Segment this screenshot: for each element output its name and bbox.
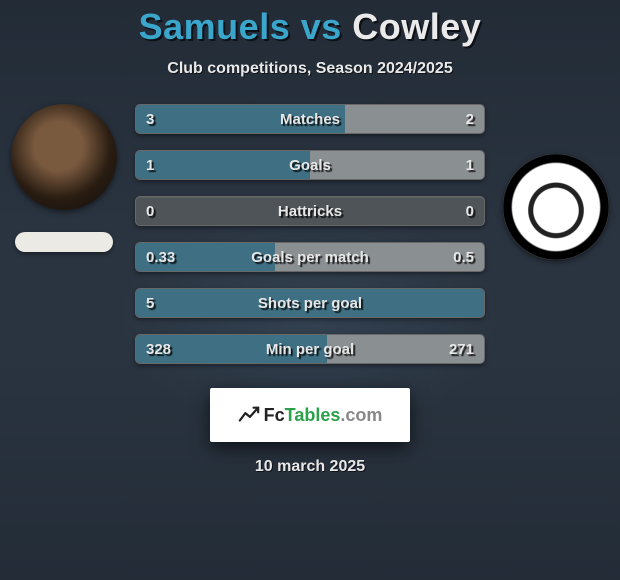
card: Samuels vs Cowley Club competitions, Sea… bbox=[0, 0, 620, 580]
stat-row: 32Matches bbox=[135, 104, 485, 134]
stat-row: 11Goals bbox=[135, 150, 485, 180]
stat-row: 0.330.5Goals per match bbox=[135, 242, 485, 272]
stat-label: Hattricks bbox=[136, 197, 484, 225]
brand-box: FcTables.com bbox=[210, 388, 410, 442]
subtitle: Club competitions, Season 2024/2025 bbox=[0, 60, 620, 78]
stat-label: Goals per match bbox=[136, 243, 484, 271]
stat-row: 5Shots per goal bbox=[135, 288, 485, 318]
brand-text: FcTables.com bbox=[264, 405, 383, 426]
stat-label: Goals bbox=[136, 151, 484, 179]
player1-column bbox=[0, 104, 134, 252]
vs-text: vs bbox=[301, 6, 342, 47]
player1-team-badge bbox=[15, 232, 113, 252]
brand-com: .com bbox=[340, 405, 382, 425]
player2-avatar bbox=[503, 154, 609, 260]
stat-bars: 32Matches 11Goals 00Hattricks 0.330.5Goals … bbox=[135, 104, 485, 364]
brand-fc: Fc bbox=[264, 405, 285, 425]
stat-row: 00Hattricks bbox=[135, 196, 485, 226]
chart-icon bbox=[238, 404, 260, 426]
player1-name: Samuels bbox=[139, 6, 291, 47]
player2-name: Cowley bbox=[352, 6, 481, 47]
stat-label: Matches bbox=[136, 105, 484, 133]
player1-avatar bbox=[11, 104, 117, 210]
date-text: 10 march 2025 bbox=[0, 458, 620, 476]
player2-column bbox=[486, 154, 620, 260]
comparison-stage: 32Matches 11Goals 00Hattricks 0.330.5Goals … bbox=[0, 104, 620, 374]
stat-row: 328271Min per goal bbox=[135, 334, 485, 364]
stat-label: Shots per goal bbox=[136, 289, 484, 317]
brand-tables: Tables bbox=[285, 405, 341, 425]
stat-label: Min per goal bbox=[136, 335, 484, 363]
page-title: Samuels vs Cowley bbox=[0, 6, 620, 48]
